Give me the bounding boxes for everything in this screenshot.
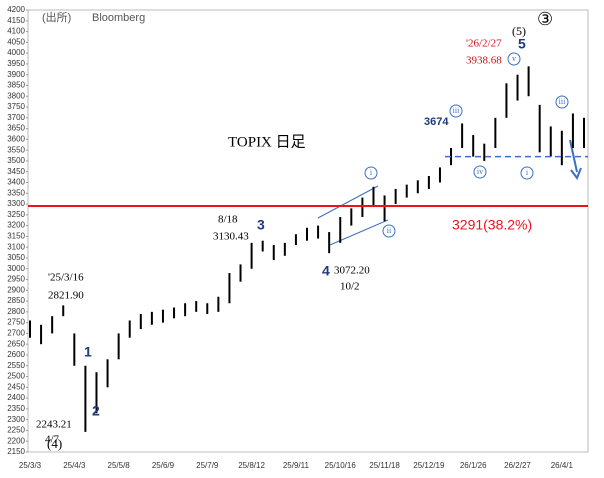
y-tick-label: 2850 [7, 296, 25, 305]
annotation: 3 [257, 217, 265, 233]
y-tick-label: 3350 [7, 188, 25, 197]
y-tick-label: 2250 [7, 426, 25, 435]
annotation: 8/18 [218, 214, 238, 226]
y-tick-label: 3900 [7, 70, 25, 79]
y-tick-label: 2800 [7, 307, 25, 316]
annotation: 5 [518, 36, 526, 52]
y-tick-label: 2450 [7, 382, 25, 391]
chart-title: TOPIX 日足 [228, 133, 306, 150]
y-tick-label: 2700 [7, 329, 25, 338]
y-tick-label: 2400 [7, 393, 25, 402]
wave-label: iii [453, 106, 460, 115]
wave-label: ii [387, 226, 392, 235]
x-tick-label: 26/4/1 [551, 461, 574, 470]
y-tick-label: 2950 [7, 275, 25, 284]
annotation: 4/7 [45, 434, 60, 446]
trend-arrow-head [570, 167, 582, 181]
x-tick-label: 25/3/3 [19, 461, 42, 470]
y-tick-label: 2600 [7, 350, 25, 359]
annotation: '26/2/27 [466, 38, 502, 50]
y-tick-label: 2750 [7, 318, 25, 327]
x-tick-label: 25/11/18 [369, 461, 400, 470]
wave-label: i [370, 168, 373, 177]
y-tick-label: 3550 [7, 145, 25, 154]
y-tick-label: 3150 [7, 231, 25, 240]
y-tick-label: 2500 [7, 372, 25, 381]
annotation: 10/2 [340, 281, 360, 293]
y-tick-label: 2900 [7, 285, 25, 294]
y-tick-label: 3300 [7, 199, 25, 208]
x-tick-label: 25/6/9 [152, 461, 175, 470]
y-tick-label: 3700 [7, 113, 25, 122]
x-tick-label: 25/12/19 [413, 461, 445, 470]
y-tick-label: 4100 [7, 27, 25, 36]
wave-circle [520, 166, 534, 180]
annotation: (4) [47, 436, 62, 451]
y-tick-label: 3450 [7, 167, 25, 176]
annotation: 2243.21 [36, 419, 72, 431]
y-tick-label: 3050 [7, 253, 25, 262]
channel-line [317, 185, 379, 219]
wave-circle [473, 165, 487, 179]
y-tick-label: 3950 [7, 59, 25, 68]
y-tick-label: 3100 [7, 242, 25, 251]
wave-label: iv [477, 167, 483, 176]
wave-label: iii [559, 97, 566, 106]
x-tick-label: 25/4/3 [63, 461, 86, 470]
annotation: 4 [322, 263, 330, 279]
trend-arrow [569, 139, 578, 173]
x-tick-label: 26/2/27 [504, 461, 531, 470]
x-tick-label: 25/9/11 [283, 461, 310, 470]
y-tick-label: 3850 [7, 81, 25, 90]
wave-circle [364, 166, 378, 180]
y-tick-label: 2650 [7, 339, 25, 348]
annotation: 3072.20 [334, 265, 370, 277]
annotation: 3674 [424, 116, 449, 128]
wave-label: i [526, 168, 529, 177]
annotation: 3130.43 [213, 231, 249, 243]
y-tick-label: 4200 [7, 5, 25, 14]
y-tick-label: 2350 [7, 404, 25, 413]
channel-line [329, 219, 389, 246]
y-tick-label: 3400 [7, 178, 25, 187]
y-tick-label: 3500 [7, 156, 25, 165]
y-tick-label: 3200 [7, 221, 25, 230]
y-tick-label: 3250 [7, 210, 25, 219]
x-tick-label: 25/8/12 [238, 461, 265, 470]
x-tick-label: 25/7/9 [196, 461, 219, 470]
y-tick-label: 2300 [7, 415, 25, 424]
annotation: 3938.68 [466, 55, 502, 67]
y-tick-label: 4000 [7, 48, 25, 57]
annotation: ③ [537, 9, 553, 29]
reference-label: 3291(38.2%) [452, 217, 532, 233]
y-tick-label: 2150 [7, 447, 25, 456]
y-tick-label: 3750 [7, 102, 25, 111]
wave-circle [555, 95, 569, 109]
annotation: 1 [84, 344, 92, 360]
y-tick-label: 2200 [7, 436, 25, 445]
y-tick-label: 3800 [7, 91, 25, 100]
annotation: 2821.90 [48, 290, 84, 302]
annotation: 2 [92, 403, 100, 419]
y-tick-label: 2550 [7, 361, 25, 370]
x-tick-label: 26/1/26 [460, 461, 487, 470]
annotation: '25/3/16 [48, 272, 84, 284]
annotation: (5) [512, 24, 526, 38]
x-tick-label: 25/10/16 [325, 461, 357, 470]
y-tick-label: 3650 [7, 124, 25, 133]
wave-label: v [512, 54, 516, 63]
wave-circle [382, 224, 396, 238]
wave-circle [449, 104, 463, 118]
plot-frame [27, 9, 589, 453]
source-name: Bloomberg [92, 12, 145, 24]
y-tick-label: 3000 [7, 264, 25, 273]
y-tick-label: 3600 [7, 134, 25, 143]
x-tick-label: 25/5/8 [108, 461, 131, 470]
y-tick-label: 4150 [7, 16, 25, 25]
source-label: (出所) [42, 10, 71, 24]
wave-circle [507, 52, 521, 66]
y-tick-label: 4050 [7, 37, 25, 46]
